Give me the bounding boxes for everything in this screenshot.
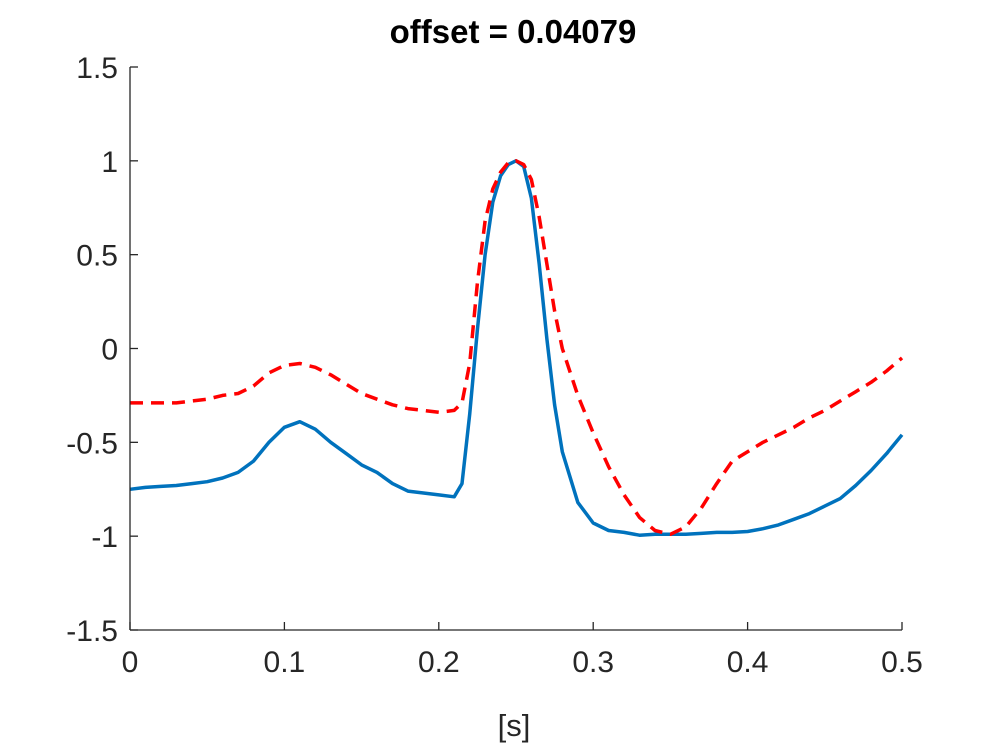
y-tick-label: 0	[101, 334, 118, 367]
x-tick-label: 0.5	[881, 646, 923, 679]
series-layer	[129, 159, 904, 537]
axes	[129, 67, 902, 631]
y-tick-label: -1	[91, 521, 118, 554]
y-tick-label: 1	[101, 146, 118, 179]
series-dashed-line	[130, 159, 904, 537]
chart-title: offset = 0.04079	[390, 13, 637, 50]
y-tick-label: 0.5	[76, 240, 118, 273]
series-solid-line	[129, 159, 904, 537]
y-ticks: 1.5 1 0.5 0 -0.5 -1 -1.5	[66, 52, 138, 648]
x-tick-label: 0	[122, 646, 139, 679]
x-tick-label: 0.2	[418, 646, 460, 679]
x-axis-label: [s]	[498, 708, 531, 743]
y-tick-label: -1.5	[66, 615, 118, 648]
x-tick-label: 0.3	[572, 646, 614, 679]
x-tick-label: 0.1	[264, 646, 306, 679]
x-tick-label: 0.4	[727, 646, 769, 679]
x-ticks: 0 0.1 0.2 0.3 0.4 0.5	[122, 622, 923, 679]
y-tick-label: -0.5	[66, 427, 118, 460]
y-tick-label: 1.5	[76, 52, 118, 85]
